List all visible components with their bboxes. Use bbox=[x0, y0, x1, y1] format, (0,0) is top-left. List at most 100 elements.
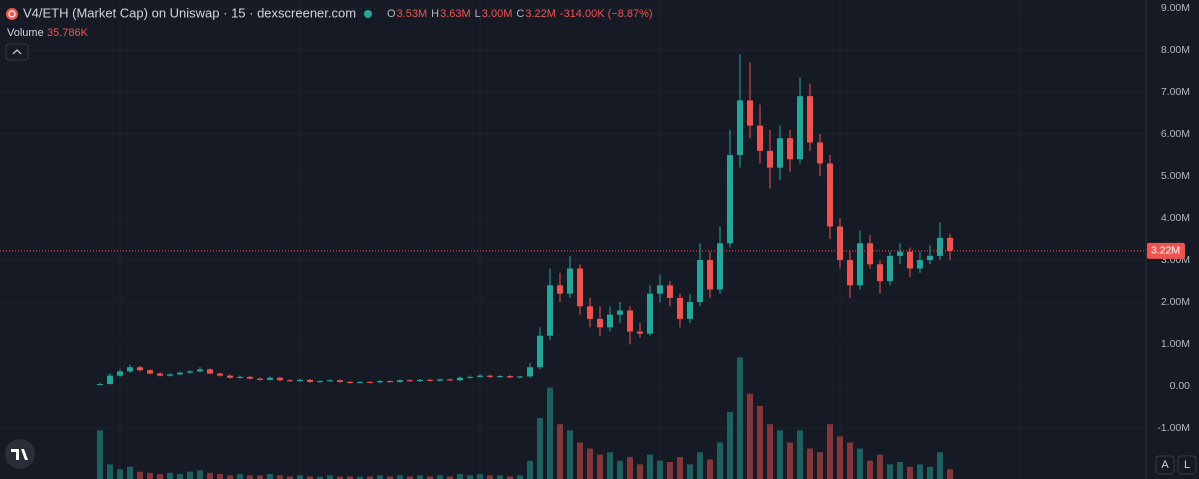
candle-body bbox=[177, 372, 183, 375]
candle-body bbox=[547, 285, 553, 336]
volume-bar bbox=[187, 471, 193, 479]
volume-bar bbox=[617, 460, 623, 479]
volume-bar bbox=[257, 475, 263, 479]
candle-body bbox=[427, 379, 433, 381]
scale-button-label[interactable]: A bbox=[1161, 459, 1169, 471]
candle-body bbox=[697, 260, 703, 303]
volume-bar bbox=[357, 476, 363, 479]
candle-body bbox=[917, 260, 923, 269]
volume-bar bbox=[177, 474, 183, 479]
candle-body bbox=[447, 379, 453, 381]
candle-body bbox=[277, 377, 283, 381]
ohlc-value: 3.63M bbox=[440, 8, 471, 20]
candle-body bbox=[747, 100, 753, 126]
candle-body bbox=[457, 377, 463, 381]
logo-circle[interactable] bbox=[5, 439, 35, 469]
candle-body bbox=[437, 379, 443, 381]
volume-bar bbox=[637, 464, 643, 479]
volume-bar bbox=[867, 460, 873, 479]
volume-bar bbox=[527, 460, 533, 479]
y-tick-label: 1.00M bbox=[1161, 338, 1190, 350]
volume-bar bbox=[547, 387, 553, 479]
volume-bar bbox=[667, 461, 673, 479]
volume-bar bbox=[737, 357, 743, 479]
candle-body bbox=[567, 268, 573, 294]
volume-bar bbox=[377, 475, 383, 479]
candle-body bbox=[97, 384, 103, 386]
volume-bar bbox=[367, 476, 373, 479]
volume-bar bbox=[487, 475, 493, 479]
candle-body bbox=[157, 373, 163, 376]
candle-body bbox=[507, 376, 513, 378]
candle-body bbox=[407, 380, 413, 382]
volume-bar bbox=[327, 475, 333, 479]
candle-body bbox=[487, 375, 493, 377]
volume-bar bbox=[387, 476, 393, 479]
candle-body bbox=[167, 374, 173, 376]
collapse-icon[interactable] bbox=[12, 49, 22, 55]
candle-body bbox=[197, 369, 203, 372]
scale-button[interactable] bbox=[1155, 455, 1175, 475]
candle-body bbox=[297, 379, 303, 382]
candle-body bbox=[787, 138, 793, 160]
volume-bar bbox=[577, 442, 583, 479]
last-price-label: 3.22M bbox=[1151, 245, 1180, 257]
candle-body bbox=[287, 380, 293, 382]
candle-body bbox=[757, 125, 763, 151]
candle-body bbox=[617, 310, 623, 315]
volume-bar bbox=[317, 476, 323, 479]
ohlc-key: H bbox=[431, 8, 439, 20]
volume-bar bbox=[747, 393, 753, 479]
candle-body bbox=[517, 376, 523, 378]
candle-body bbox=[137, 367, 143, 371]
volume-bar bbox=[347, 476, 353, 479]
candle-body bbox=[577, 268, 583, 307]
volume-bar bbox=[117, 469, 123, 479]
candle-body bbox=[607, 314, 613, 328]
candle-body bbox=[227, 375, 233, 378]
volume-bar bbox=[237, 474, 243, 479]
candle-body bbox=[417, 379, 423, 382]
collapse-button-box[interactable] bbox=[5, 43, 29, 61]
volume-bar bbox=[837, 436, 843, 479]
scale-button-label[interactable]: L bbox=[1184, 459, 1190, 471]
volume-bar bbox=[897, 461, 903, 479]
volume-bar bbox=[97, 430, 103, 479]
ohlc-legend: O 3.53M H 3.63M L 3.00M C 3.22M -314.00K (−8.87%… bbox=[387, 8, 653, 20]
logo-mark[interactable] bbox=[11, 449, 28, 460]
last-price-badge bbox=[1147, 242, 1185, 259]
scale-button[interactable] bbox=[1177, 455, 1197, 475]
volume-bar bbox=[227, 475, 233, 479]
volume-bars bbox=[97, 357, 953, 479]
volume-bar bbox=[457, 474, 463, 479]
volume-bar bbox=[777, 430, 783, 479]
volume-bar bbox=[127, 466, 133, 479]
volume-bar bbox=[447, 476, 453, 479]
y-tick-label: -1.00M bbox=[1157, 422, 1190, 434]
ohlc-value: 3.53M bbox=[397, 8, 428, 20]
candle-body bbox=[377, 381, 383, 383]
candle-body bbox=[877, 264, 883, 282]
candle-body bbox=[127, 367, 133, 372]
candle-body bbox=[817, 142, 823, 164]
candle-body bbox=[947, 237, 953, 251]
volume-bar bbox=[607, 452, 613, 479]
volume-bar bbox=[497, 475, 503, 479]
candle-body bbox=[187, 371, 193, 373]
candle-body bbox=[657, 285, 663, 294]
volume-bar bbox=[287, 476, 293, 479]
volume-bar bbox=[677, 457, 683, 479]
tradingview-logo[interactable] bbox=[5, 439, 35, 469]
candle-body bbox=[317, 381, 323, 383]
volume-bar bbox=[767, 424, 773, 479]
volume-bar bbox=[937, 452, 943, 479]
volume-label: Volume bbox=[7, 27, 44, 39]
ohlc-key: C bbox=[516, 8, 524, 20]
collapse-button[interactable] bbox=[5, 43, 29, 61]
candle-body bbox=[857, 243, 863, 286]
candle-body bbox=[667, 285, 673, 298]
volume-bar bbox=[427, 476, 433, 479]
volume-bar bbox=[877, 454, 883, 479]
candle-body bbox=[247, 376, 253, 379]
